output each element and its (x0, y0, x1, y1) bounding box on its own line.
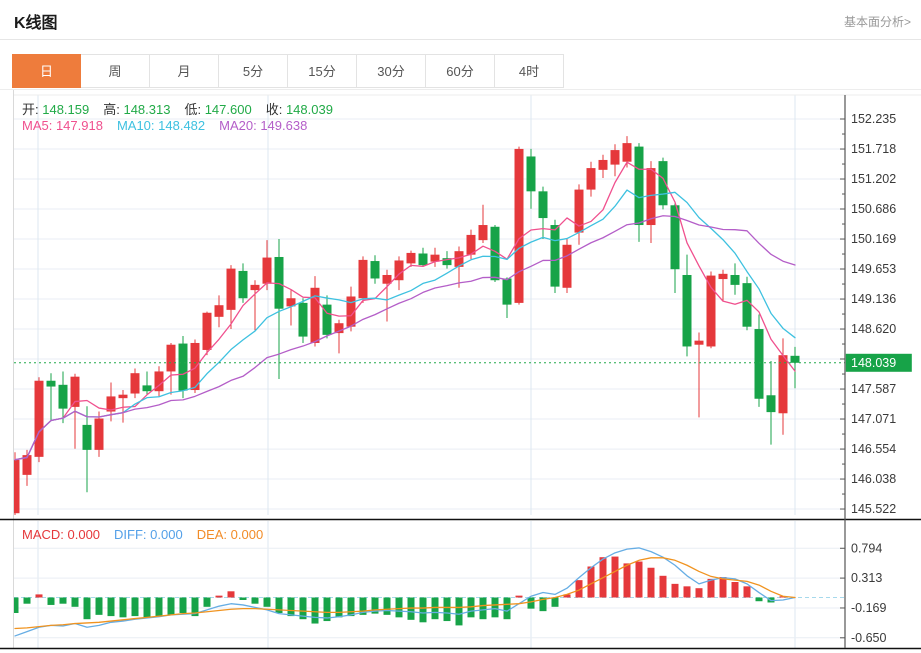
page-title: K线图 (14, 15, 58, 32)
svg-text:147.587: 147.587 (851, 382, 896, 396)
candles-group (14, 136, 800, 515)
legend-item: 收: 148.039 (265, 102, 333, 117)
svg-text:150.169: 150.169 (851, 232, 896, 246)
tab-month[interactable]: 月 (150, 54, 219, 88)
macd-legend: MACD: 0.000 DIFF: 0.000 DEA: 0.000 (22, 527, 277, 542)
ma20-line (14, 215, 796, 461)
price-axis-labels: 152.235 151.718 151.202 150.686 150.169 149.6… (840, 112, 896, 516)
legend-item: MACD: 0.000 (22, 527, 101, 542)
dea-line (14, 557, 796, 630)
macd-histogram (14, 556, 787, 626)
tab-5min[interactable]: 5分 (219, 54, 288, 88)
svg-text:151.718: 151.718 (851, 142, 896, 156)
tab-60min[interactable]: 60分 (426, 54, 495, 88)
legend-item: MA20: 149.638 (219, 118, 308, 133)
legend-item: 高: 148.313 (103, 102, 171, 117)
timeframe-tabs: 日周月 5分 15分 30分 60分 4时 (12, 54, 564, 88)
svg-text:148.039: 148.039 (851, 356, 896, 370)
tab-day[interactable]: 日 (12, 54, 81, 88)
svg-text:-0.169: -0.169 (851, 601, 886, 615)
ma5-line (14, 161, 796, 461)
tabs-divider (0, 89, 921, 90)
legend-item: 开: 148.159 (22, 102, 90, 117)
svg-text:149.136: 149.136 (851, 292, 896, 306)
tab-30min[interactable]: 30分 (357, 54, 426, 88)
ohlc-legend: 开: 148.159 高: 148.313 低: 147.600 收: 148.039 (22, 99, 347, 118)
current-price-badge: 148.039 (845, 353, 912, 372)
svg-text:152.235: 152.235 (851, 112, 896, 126)
svg-text:147.071: 147.071 (851, 412, 896, 426)
svg-text:145.522: 145.522 (851, 502, 896, 516)
tab-15min[interactable]: 15分 (288, 54, 357, 88)
legend-item: 低: 147.600 (184, 102, 252, 117)
ma10-line (14, 189, 796, 461)
svg-text:149.653: 149.653 (851, 262, 896, 276)
ma-legend: MA5: 147.918 MA10: 148.482 MA20: 149.638 (22, 118, 321, 133)
legend-item: DEA: 0.000 (196, 527, 264, 542)
svg-text:146.038: 146.038 (851, 472, 896, 486)
legend-item: DIFF: 0.000 (114, 527, 183, 542)
page-header: K线图 基本面分析> (0, 0, 921, 40)
tab-4hour[interactable]: 4时 (495, 54, 564, 88)
svg-text:0.794: 0.794 (851, 541, 882, 555)
svg-text:150.686: 150.686 (851, 202, 896, 216)
price-grid (14, 95, 845, 648)
svg-text:148.620: 148.620 (851, 322, 896, 336)
svg-text:146.554: 146.554 (851, 442, 896, 456)
svg-text:0.313: 0.313 (851, 571, 882, 585)
svg-text:151.202: 151.202 (851, 172, 896, 186)
macd-axis-labels: 0.794 0.313 -0.169 -0.650 (840, 541, 886, 645)
svg-text:-0.650: -0.650 (851, 631, 886, 645)
legend-item: MA5: 147.918 (22, 118, 103, 133)
fundamental-analysis-link[interactable]: 基本面分析> (843, 15, 911, 29)
legend-item: MA10: 148.482 (116, 118, 206, 133)
tab-week[interactable]: 周 (81, 54, 150, 88)
